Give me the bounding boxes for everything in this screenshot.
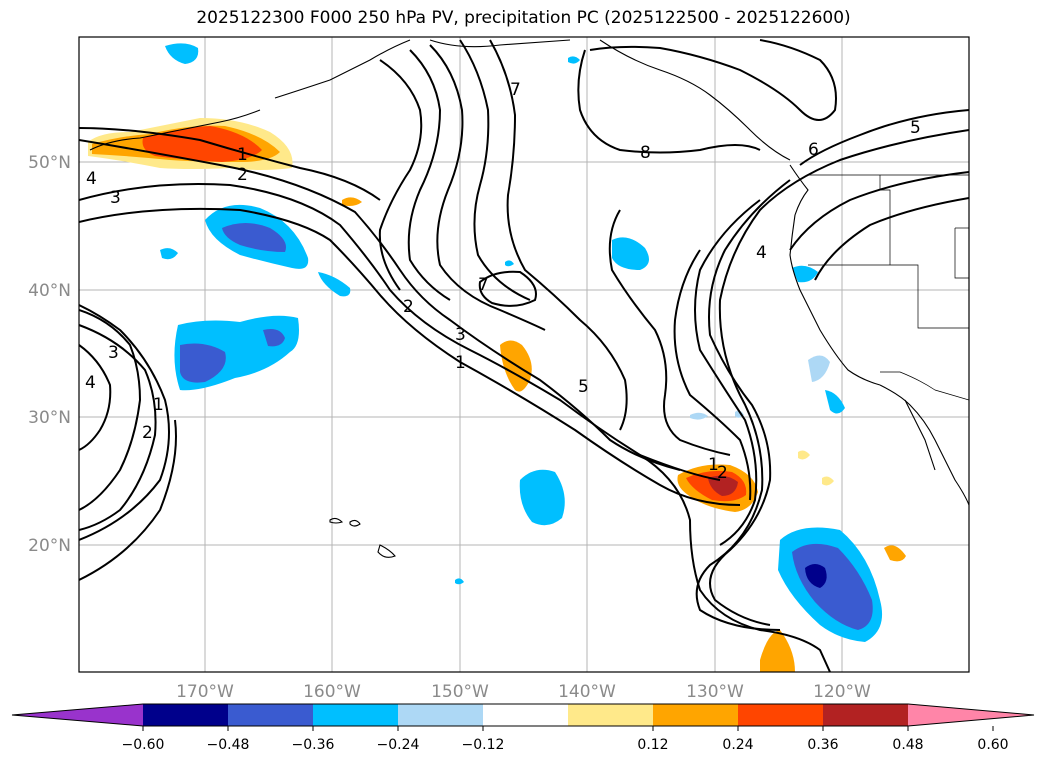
pv-label: 5 <box>578 377 589 397</box>
coastlines <box>89 39 969 558</box>
pv-contour-north-1 <box>378 59 423 291</box>
lon-label: 170°W <box>176 682 234 702</box>
pv-contour-north-5 <box>489 39 628 431</box>
pv-contour-west-a <box>79 309 142 511</box>
pv-label: 2 <box>403 297 414 317</box>
pv-contour-bottom <box>639 454 831 672</box>
pv-contour-ridge-7 <box>577 49 761 154</box>
pv-label: 1 <box>455 353 466 373</box>
pv-label: 7 <box>510 80 521 100</box>
pv-labels: 1 2 3 4 1 2 3 4 1 2 3 7 7 8 6 5 4 2 1 5 <box>85 80 921 483</box>
colorbar-tick-label: 0.36 <box>807 737 838 753</box>
pv-contour-east-1b <box>789 171 969 251</box>
colorbar-tick-label: −0.36 <box>292 737 335 753</box>
pv-label: 5 <box>910 118 921 138</box>
lat-label: 50°N <box>28 153 71 173</box>
pv-label: 2 <box>142 423 153 443</box>
pv-label: 2 <box>237 165 248 185</box>
pv-contour-north-4 <box>459 39 531 301</box>
pv-contour-north-3 <box>429 44 546 331</box>
pv-label: 8 <box>640 143 651 163</box>
colorbar-tick-label: −0.24 <box>377 737 420 753</box>
pv-label: 6 <box>808 140 819 160</box>
map-title: 2025122300 F000 250 hPa PV, precipitatio… <box>196 8 851 28</box>
pv-label: 1 <box>237 145 248 165</box>
pv-contour-ridge-8 <box>589 39 837 121</box>
pv-contour-north-2 <box>407 49 451 301</box>
pv-contours <box>79 39 969 672</box>
lon-label: 120°W <box>813 682 871 702</box>
colorbar-tick-label: 0.12 <box>637 737 668 753</box>
colorbar-segment <box>228 704 313 726</box>
lat-axis: 50°N 40°N 30°N 20°N <box>28 153 71 556</box>
colorbar-extend-min <box>12 704 143 726</box>
lon-label: 150°W <box>431 682 489 702</box>
pv-label: 7 <box>478 275 489 295</box>
colorbar-segment <box>823 704 908 726</box>
pv-contour-west-4 <box>79 207 741 506</box>
pv-contour-west-d <box>79 304 170 541</box>
colorbar-segment <box>568 704 653 726</box>
lon-label: 140°W <box>558 682 616 702</box>
lon-label: 130°W <box>686 682 744 702</box>
map-frame <box>78 36 970 673</box>
pv-contour-east-1c <box>814 197 969 281</box>
pv-contour-east-2 <box>695 129 969 631</box>
pv-contour-west-3 <box>79 183 721 481</box>
colorbar-segment <box>483 704 568 726</box>
pv-label: 3 <box>455 325 466 345</box>
colorbar-segment <box>653 704 738 726</box>
colorbar-tick-label: −0.12 <box>462 737 505 753</box>
precip-negative-areas <box>160 43 883 642</box>
lat-label: 30°N <box>28 408 71 428</box>
colorbar-segment <box>143 704 228 726</box>
colorbar-tick-label: 0.60 <box>977 737 1008 753</box>
pv-contour-east-6 <box>608 209 731 456</box>
colorbar-segment <box>738 704 823 726</box>
colorbar-segment <box>398 704 483 726</box>
pv-contour-west-c <box>79 344 112 451</box>
pv-label: 4 <box>85 373 96 393</box>
lat-label: 20°N <box>28 536 71 556</box>
pv-label: 4 <box>756 243 767 263</box>
colorbar: −0.60 −0.48 −0.36 −0.24 −0.12 0.12 0.24 0.36 0.4… <box>11 703 1035 753</box>
lon-axis: 170°W 160°W 150°W 140°W 130°W 120°W <box>176 682 871 702</box>
pv-contour-east-3 <box>708 179 791 626</box>
pv-label: 3 <box>110 188 121 208</box>
precip-area-central-north <box>612 237 649 270</box>
pv-contour-loop-7 <box>478 270 537 307</box>
pv-label: 1 <box>708 455 719 475</box>
pv-label: 3 <box>108 343 119 363</box>
colorbar-tick-label: 0.24 <box>722 737 753 753</box>
colorbar-tick-label: 0.48 <box>892 737 923 753</box>
borders <box>808 174 969 401</box>
colorbar-segment <box>313 704 398 726</box>
pv-contour-west-e <box>79 419 177 581</box>
colorbar-extend-max <box>908 704 1034 726</box>
pv-label: 1 <box>153 395 164 415</box>
pv-contour-west-b <box>79 324 157 531</box>
colorbar-tick-label: −0.60 <box>122 737 165 753</box>
pv-contour-east-4 <box>694 199 761 546</box>
pv-contour-east-1 <box>799 109 969 166</box>
pv-contour-east-5 <box>673 249 752 501</box>
pv-contour-west-1 <box>79 127 381 201</box>
pv-label: 2 <box>717 463 728 483</box>
lon-label: 160°W <box>303 682 361 702</box>
precip-area-subtropical <box>519 469 565 526</box>
colorbar-tick-label: −0.48 <box>207 737 250 753</box>
lat-label: 40°N <box>28 281 71 301</box>
pv-label: 4 <box>86 169 97 189</box>
